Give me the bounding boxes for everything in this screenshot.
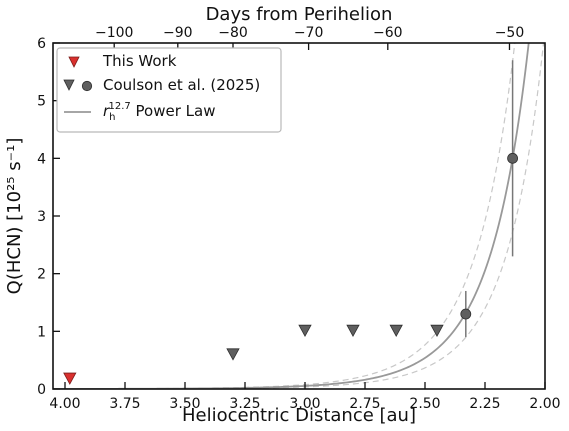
top-axis-ticks: −100 −90 −80 −70 −60 −50 xyxy=(95,25,524,50)
top-tick-label: −60 xyxy=(373,25,403,41)
coulson-upper-limit-marker xyxy=(298,324,312,338)
legend-power-law-r: r xyxy=(103,102,110,120)
y-tick-label: 6 xyxy=(37,36,46,52)
top-axis-label: Days from Perihelion xyxy=(206,4,393,25)
y-tick-label: 2 xyxy=(37,267,46,283)
y-tick-label: 0 xyxy=(37,382,46,398)
y-tick-label: 4 xyxy=(37,151,46,167)
coulson-upper-limit-marker xyxy=(430,324,444,338)
y-axis-ticks: 0 1 2 3 4 5 6 xyxy=(37,36,60,398)
y-tick-label: 3 xyxy=(37,209,46,225)
coulson-upper-limit-marker xyxy=(226,348,240,361)
x-tick-label: 2.75 xyxy=(349,396,380,412)
legend-label-power-law: rh12.7 Power Law xyxy=(103,101,216,123)
x-tick-label: 2.50 xyxy=(409,396,440,412)
legend-entry-this-work: This Work xyxy=(68,52,177,70)
y-tick-label: 5 xyxy=(37,94,46,110)
this-work-upper-limit-marker xyxy=(63,372,77,385)
legend: This Work Coulson et al. (2025) rh12.7 P… xyxy=(56,47,282,133)
data-points-group xyxy=(63,60,518,385)
x-tick-label: 4.00 xyxy=(49,396,80,412)
x-tick-label: 3.75 xyxy=(109,396,140,412)
y-tick-label: 1 xyxy=(37,324,46,340)
x-tick-label: 2.25 xyxy=(469,396,500,412)
top-tick-label: −50 xyxy=(495,25,525,41)
top-tick-label: −80 xyxy=(218,25,248,41)
legend-marker-grey-triangle xyxy=(63,79,75,91)
legend-power-law-subscript: h xyxy=(109,112,115,123)
x-axis-ticks: 4.00 3.75 3.50 3.25 3.00 2.75 2.50 2.25 2.00 xyxy=(49,382,561,412)
x-tick-label: 3.00 xyxy=(289,396,320,412)
legend-power-law-superscript: 12.7 xyxy=(109,101,131,112)
legend-marker-red-triangle xyxy=(68,56,80,68)
coulson-upper-limit-marker xyxy=(346,324,360,338)
y-axis-label: Q(HCN) [10²⁵ s⁻¹] xyxy=(4,138,25,295)
x-tick-label: 3.50 xyxy=(169,396,200,412)
legend-label-coulson: Coulson et al. (2025) xyxy=(103,76,260,94)
legend-label-this-work: This Work xyxy=(102,52,177,70)
x-tick-label: 3.25 xyxy=(229,396,260,412)
x-tick-label: 2.00 xyxy=(529,396,560,412)
top-tick-label: −70 xyxy=(294,25,324,41)
legend-power-law-rest: Power Law xyxy=(131,102,216,120)
coulson-detection-point xyxy=(507,152,518,164)
top-tick-label: −100 xyxy=(95,25,133,41)
coulson-upper-limit-marker xyxy=(389,324,403,338)
legend-box xyxy=(56,47,282,133)
x-axis-label: Heliocentric Distance [au] xyxy=(182,405,416,426)
legend-entry-power-law: rh12.7 Power Law xyxy=(64,101,216,123)
legend-marker-grey-circle xyxy=(81,80,93,92)
coulson-detection-point xyxy=(460,308,472,320)
legend-entry-coulson: Coulson et al. (2025) xyxy=(63,76,260,94)
top-tick-label: −90 xyxy=(163,25,193,41)
